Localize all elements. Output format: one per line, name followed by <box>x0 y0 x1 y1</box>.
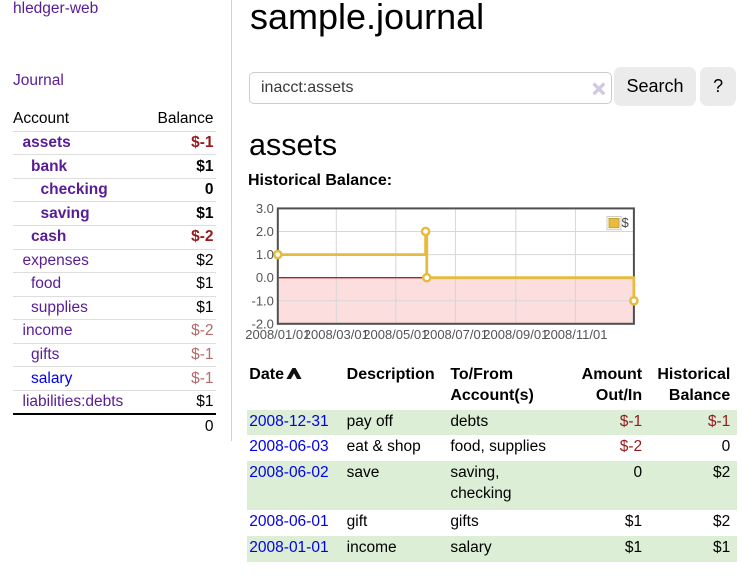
svg-text:2008/07/01: 2008/07/01 <box>423 327 488 342</box>
svg-text:2008/01/01: 2008/01/01 <box>245 327 310 342</box>
svg-text:2008/11/01: 2008/11/01 <box>543 327 607 342</box>
svg-text:$: $ <box>622 215 630 230</box>
svg-text:2008/05/01: 2008/05/01 <box>363 327 428 342</box>
svg-text:-1.0: -1.0 <box>251 293 273 308</box>
svg-text:0.0: 0.0 <box>256 270 274 285</box>
svg-text:-2.0: -2.0 <box>251 316 273 331</box>
svg-text:2008/03/01: 2008/03/01 <box>304 327 369 342</box>
svg-text:1.0: 1.0 <box>256 247 274 262</box>
svg-text:2.0: 2.0 <box>256 224 274 239</box>
svg-text:2008/09/01: 2008/09/01 <box>483 327 548 342</box>
svg-text:3.0: 3.0 <box>256 201 274 216</box>
